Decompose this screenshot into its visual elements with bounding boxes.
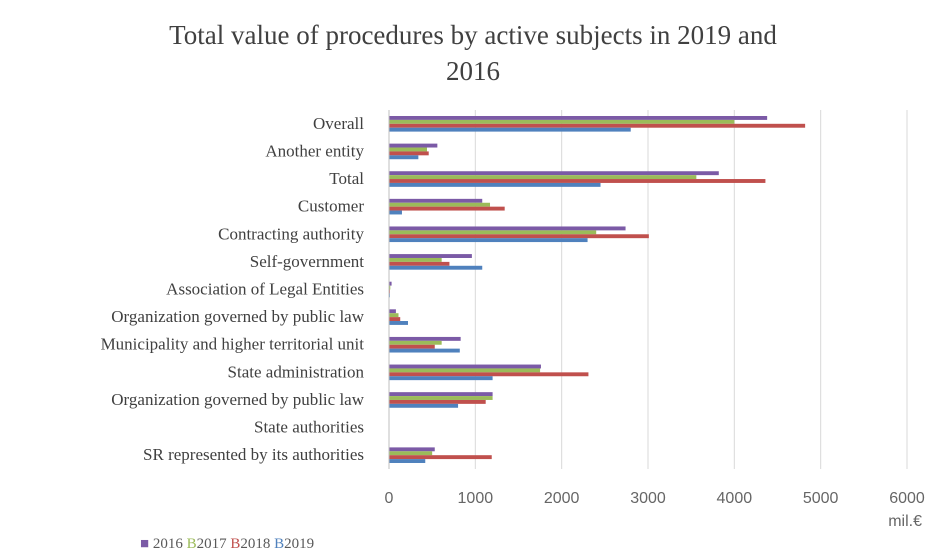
x-tick-0: 0 (385, 490, 394, 507)
category-label-1: Another entity (265, 141, 364, 160)
bar-2016-9 (389, 364, 541, 369)
bar-2016-12 (389, 447, 435, 452)
category-label-12: SR represented by its authorities (143, 445, 364, 464)
bar-2017-5 (389, 257, 442, 262)
chart-title: Total value of procedures by active subj… (169, 20, 777, 86)
bar-2019-12 (389, 459, 426, 463)
bar-2018-2 (389, 179, 766, 183)
category-label-0: Overall (313, 114, 364, 133)
bar-2019-4 (389, 238, 588, 243)
bar-2017-7 (389, 313, 399, 318)
bar-2017-1 (389, 147, 427, 152)
bar-2018-4 (389, 234, 649, 239)
bar-2018-8 (389, 344, 435, 349)
bar-2019-5 (389, 265, 483, 270)
bars (389, 116, 806, 463)
bar-2018-3 (389, 206, 505, 211)
bar-2018-0 (389, 123, 806, 128)
legend-label-2019: 2019 (284, 536, 314, 552)
x-tick-labels: 0 1000 2000 3000 4000 5000 6000 (385, 490, 925, 507)
bar-2016-5 (389, 254, 472, 258)
bar-2016-6 (389, 281, 392, 286)
chart-title-line-1: Total value of procedures by active subj… (169, 20, 777, 50)
legend: ■ 2016 B2017 B2018 B2019 (140, 536, 314, 552)
bar-2016-7 (389, 309, 396, 314)
bar-2019-0 (389, 127, 631, 132)
x-tick-4000: 4000 (717, 490, 753, 507)
bar-2016-1 (389, 143, 438, 148)
category-label-3: Customer (298, 197, 364, 216)
category-labels: Overall Another entity Total Customer Contra… (101, 114, 365, 464)
category-label-11: State authorities (254, 418, 364, 437)
x-tick-6000: 6000 (889, 490, 925, 507)
bar-2017-12 (389, 451, 433, 456)
bar-2018-5 (389, 261, 450, 266)
x-tick-5000: 5000 (803, 490, 839, 507)
legend-label-2017: 2017 (197, 536, 228, 552)
bar-2017-0 (389, 119, 735, 124)
x-tick-3000: 3000 (630, 490, 666, 507)
bar-2019-8 (389, 348, 460, 353)
bar-2019-2 (389, 182, 601, 187)
legend-label-2018: 2018 (240, 536, 270, 552)
gridlines (474, 110, 908, 469)
bar-2018-12 (389, 455, 492, 460)
category-label-7: Organization governed by public law (111, 307, 364, 326)
bar-2016-10 (389, 392, 493, 397)
bar-2016-3 (389, 198, 483, 203)
bar-2019-3 (389, 210, 402, 215)
bar-2017-2 (389, 175, 697, 180)
bar-2019-7 (389, 321, 408, 325)
bar-2016-0 (389, 116, 768, 120)
chart-title-line-2: 2016 (446, 56, 500, 86)
bar-2018-7 (389, 317, 401, 322)
bar-2018-1 (389, 151, 429, 156)
bar-2019-1 (389, 155, 419, 160)
category-label-9: State administration (228, 362, 365, 381)
legend-marker-2016: ■ (140, 536, 153, 552)
category-label-8: Municipality and higher territorial unit (101, 335, 365, 354)
category-label-10: Organization governed by public law (111, 390, 364, 409)
bar-2016-4 (389, 226, 626, 231)
category-label-6: Association of Legal Entities (166, 280, 364, 299)
bar-2017-4 (389, 230, 597, 235)
legend-label-2016: 2016 (153, 536, 184, 552)
legend-marker-2018: B (227, 536, 241, 552)
bar-2018-9 (389, 372, 589, 377)
bar-2016-2 (389, 171, 719, 176)
bar-2017-10 (389, 396, 493, 400)
category-label-4: Contracting authority (218, 224, 364, 243)
x-tick-1000: 1000 (458, 490, 494, 507)
legend-entries: ■ 2016 B2017 B2018 B2019 (140, 536, 314, 552)
bar-2017-8 (389, 340, 442, 345)
unit-label: mil.€ (888, 513, 922, 530)
bar-2017-9 (389, 368, 541, 373)
legend-marker-2019: B (270, 536, 284, 552)
category-label-2: Total (329, 169, 364, 188)
bar-2017-3 (389, 202, 491, 207)
bar-2018-10 (389, 399, 486, 404)
bar-2019-10 (389, 403, 459, 408)
x-tick-2000: 2000 (544, 490, 580, 507)
bar-2019-9 (389, 376, 493, 381)
legend-marker-2017: B (183, 536, 197, 552)
category-label-5: Self-government (250, 252, 365, 271)
bar-2017-6 (389, 285, 391, 290)
bar-2016-8 (389, 336, 461, 341)
